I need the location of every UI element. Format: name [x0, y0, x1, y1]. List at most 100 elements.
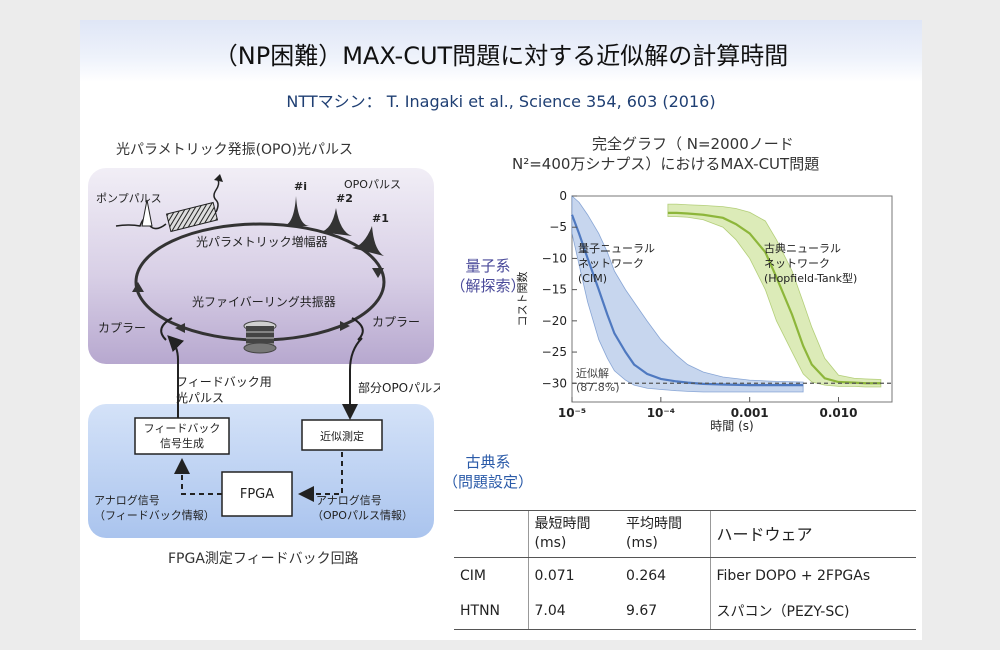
- opo-diagram: ポンプパルス OPOパルス #i #2 #1 光パラメトリック増幅器 光ファイバ…: [94, 174, 440, 522]
- opo-pulse-1-icon: [352, 226, 384, 256]
- table-row: HTNN 7.04 9.67 スパコン（PEZY-SC): [454, 593, 916, 630]
- reference-label-2: (87.8%): [576, 381, 620, 394]
- x-axis-label: 時間 (s): [710, 419, 753, 433]
- y-axis-label: コスト関数: [516, 272, 529, 327]
- feedback-gen-label-1: フィードバック: [144, 422, 221, 435]
- pulse-i-label: #i: [294, 180, 307, 193]
- series-line-0: [570, 214, 804, 387]
- header-empty: [454, 510, 528, 558]
- coupler-left-icon: [160, 317, 173, 341]
- ring-arrow-icon: [175, 323, 185, 333]
- header-avg-time-1: 平均時間: [626, 516, 682, 532]
- output-wave-icon: [213, 179, 220, 213]
- header-avg-time: 平均時間 (ms): [620, 510, 710, 558]
- slide-title: （NP困難）MAX-CUT問題に対する近似解の計算時間: [213, 42, 789, 70]
- ring-arrow-icon: [340, 321, 350, 331]
- row-cim-name: CIM: [460, 567, 486, 584]
- quantum-label-2: （解探索）: [450, 277, 526, 295]
- maxcut-chart: 10⁻⁵ 10⁻⁴ 0.001 0.010 0 −5 −10 −15 −20 −25 −30 量子…: [516, 189, 893, 433]
- approx-measure-box: [301, 419, 383, 451]
- fpga-caption: FPGA測定フィードバック回路: [168, 551, 359, 567]
- amplifier-label: 光パラメトリック増幅器: [196, 234, 328, 249]
- coupler-right-label: カプラー: [372, 315, 420, 329]
- fiber-reel-icon: [243, 320, 277, 354]
- row-htnn-name: HTNN: [454, 593, 528, 630]
- title-band: [80, 20, 922, 82]
- classical-label-1: 古典系: [465, 453, 511, 471]
- ring-arrow-icon: [132, 282, 144, 292]
- reference-label-1: 近似解: [576, 366, 609, 380]
- analog-left-label-2: （フィードバック情報）: [94, 509, 215, 522]
- series-htnn-name-3: (Hopfield-Tank型): [764, 271, 857, 285]
- row-htnn-hardware: スパコン（PEZY-SC): [709, 593, 916, 630]
- analog-right-label-1: アナログ信号: [316, 493, 382, 507]
- results-table: 最短時間 (ms) 平均時間 (ms) ハードウェア CIM 0.071 0.2…: [454, 510, 916, 630]
- feedback-light-label-1: フィードバック用: [176, 375, 272, 389]
- pump-pulse-label: ポンプパルス: [96, 192, 162, 205]
- feedback-light-label-2: 光パルス: [176, 391, 224, 405]
- slide-subtitle: NTTマシン： T. Inagaki et al., Science 354, …: [286, 92, 716, 111]
- ring-arrow-icon: [372, 268, 384, 278]
- series-cim-name-3: (CIM): [578, 272, 607, 285]
- header-min-time-1: 最短時間: [534, 516, 591, 532]
- header-hardware: ハードウェア: [709, 510, 916, 558]
- opo-diagram-title: 光パラメトリック発振(OPO)光パルス: [116, 142, 353, 158]
- series-line-1: [667, 211, 881, 385]
- feedback-gen-label-2: 信号生成: [160, 436, 204, 450]
- approx-measure-label: 近似測定: [320, 429, 364, 443]
- y-tick-label: −25: [542, 345, 567, 359]
- row-htnn-min: 7.04: [527, 593, 620, 630]
- series-cim-name-1: 量子ニューラル: [578, 242, 655, 255]
- pulse-1-label: #1: [372, 212, 389, 225]
- graph-title-line-1: 完全グラフ（ N=2000ノード: [592, 135, 794, 153]
- row-cim-hardware: Fiber DOPO + 2FPGAs: [709, 557, 916, 594]
- feedback-light-line: [167, 335, 185, 436]
- pump-pulse-shape-icon: [141, 199, 153, 227]
- analog-signal-in-line: [298, 452, 343, 502]
- x-tick-label: 10⁻⁴: [647, 406, 675, 420]
- series-htnn-name-1: 古典ニューラル: [764, 241, 841, 255]
- classical-label: 古典系 （問題設定）: [438, 452, 538, 492]
- series-htnn-name-2: ネットワーク: [764, 257, 830, 270]
- y-tick-label: −10: [542, 251, 567, 265]
- y-tick-label: −30: [542, 376, 567, 390]
- header-min-time: 最短時間 (ms): [527, 510, 620, 558]
- analog-signal-out-line: [174, 458, 222, 495]
- header-min-time-2: (ms): [534, 535, 567, 551]
- y-tick-label: −5: [549, 220, 567, 234]
- quantum-label-1: 量子系: [465, 257, 511, 275]
- series-band-1: [667, 203, 882, 388]
- slide: （NP困難）MAX-CUT問題に対する近似解の計算時間 NTTマシン： T. I…: [80, 20, 922, 640]
- x-tick-label: 10⁻⁵: [558, 406, 586, 420]
- analog-right-label-2: （OPOパルス情報）: [312, 509, 413, 522]
- series-band-0: [571, 195, 804, 393]
- y-tick-label: −20: [542, 314, 567, 328]
- y-tick-label: −15: [542, 283, 567, 297]
- coupler-left-label: カプラー: [98, 321, 146, 335]
- partial-opo-label: 部分OPOパルス: [358, 380, 440, 395]
- opo-pulse-label: OPOパルス: [344, 178, 401, 191]
- coupler-right-icon: [351, 317, 364, 341]
- quantum-label: 量子系 （解探索）: [438, 256, 538, 296]
- partial-opo-line: [342, 337, 363, 420]
- row-cim-avg: 0.264: [626, 567, 667, 584]
- row-cim-min: 0.071: [527, 557, 620, 594]
- graph-title-line-2: N²=400万シナプス）におけるMAX-CUT問題: [512, 155, 820, 173]
- opo-pulse-2-icon: [320, 208, 352, 236]
- header-avg-time-2: (ms): [626, 535, 658, 551]
- y-tick-label: 0: [559, 189, 567, 203]
- feedback-generator-box: [134, 417, 230, 455]
- opo-pulse-i-icon: [282, 196, 310, 226]
- ring-label: 光ファイバーリング共振器: [192, 295, 336, 309]
- output-arrow-icon: [214, 174, 223, 182]
- results-table-header: 最短時間 (ms) 平均時間 (ms) ハードウェア: [454, 510, 916, 558]
- row-htnn-avg: 9.67: [620, 593, 710, 630]
- x-tick-label: 0.001: [731, 406, 769, 420]
- series-cim-name-2: ネットワーク: [578, 257, 644, 270]
- pulse-2-label: #2: [336, 192, 353, 205]
- fpga-label: FPGA: [240, 487, 274, 502]
- table-row: CIM 0.071 0.264 Fiber DOPO + 2FPGAs: [454, 557, 916, 594]
- classical-label-2: （問題設定）: [442, 473, 533, 491]
- amplifier-crystal-icon: [165, 201, 219, 233]
- x-tick-label: 0.010: [820, 406, 858, 420]
